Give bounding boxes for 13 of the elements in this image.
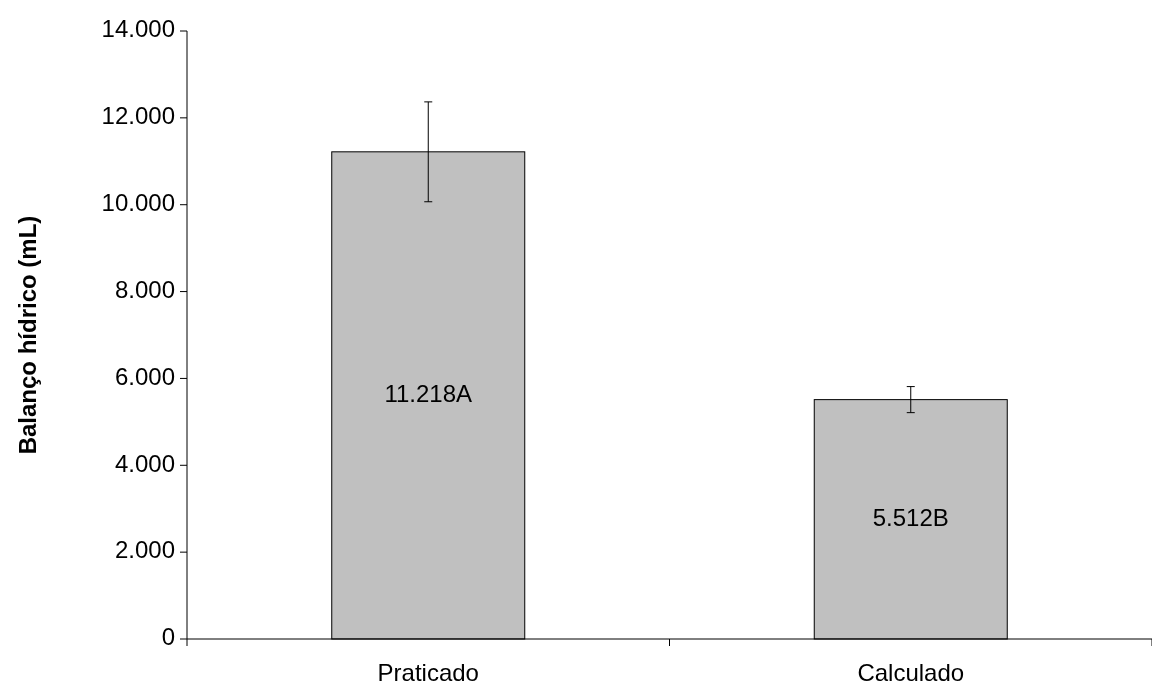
y-tick-label: 14.000 <box>101 15 175 43</box>
y-tick-label: 6.000 <box>114 362 175 390</box>
y-tick-label: 4.000 <box>114 449 175 477</box>
y-tick-label: 10.000 <box>101 189 175 217</box>
y-tick-label: 12.000 <box>101 102 175 130</box>
y-tick-label: 2.000 <box>114 536 175 564</box>
x-tick-label: Calculado <box>857 659 965 686</box>
y-tick-label: 8.000 <box>114 275 175 303</box>
y-tick-label: 0 <box>161 623 175 651</box>
y-axis-title: Balanço hídrico (mL) <box>14 215 42 455</box>
data-label: 5.512B <box>872 503 949 531</box>
data-label: 11.218A <box>384 379 473 407</box>
x-tick-label: Praticado <box>377 659 479 686</box>
